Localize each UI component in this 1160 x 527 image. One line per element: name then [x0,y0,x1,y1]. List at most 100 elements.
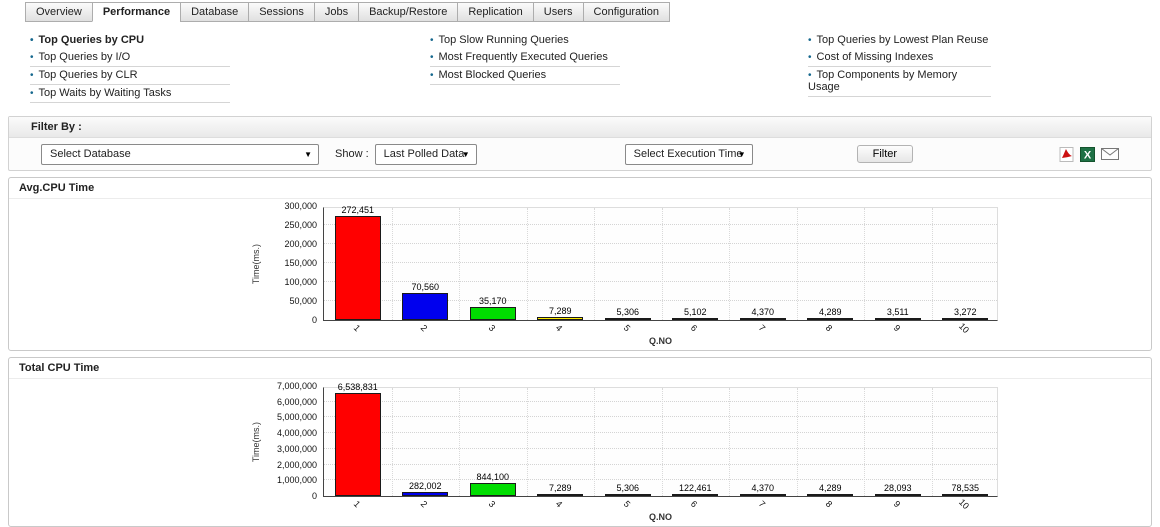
bar-value-label: 5,306 [616,307,640,317]
v-gridline [459,388,460,496]
tab-configuration[interactable]: Configuration [582,2,670,22]
bar[interactable] [672,318,719,320]
tab-users[interactable]: Users [532,2,584,22]
bar[interactable] [334,216,381,320]
bar[interactable] [739,318,786,320]
bar-value-label: 78,535 [951,483,980,493]
v-gridline [931,388,933,496]
x-axis-ticks: 1 2 3 4 5 6 7 8 9 10 [323,321,998,336]
show-select[interactable]: Last Polled Data ▼ [374,143,477,165]
v-gridline [864,208,865,320]
filter-by-label: Filter By : [9,117,1151,138]
report-links-column-1: • Top Queries by CPU • Top Queries by I/O • T… [30,32,230,103]
y-tick-label: 2,000,000 [276,459,317,470]
v-gridline [594,388,595,496]
h-gridline [324,262,997,263]
y-tick-label: 0 [311,491,317,501]
report-link-top-queries-by-lowest-plan-reuse[interactable]: • Top Queries by Lowest Plan Reuse [808,32,991,49]
execution-time-select[interactable]: Select Execution Time ▼ [624,143,753,165]
report-link-cost-of-missing-indexes[interactable]: • Cost of Missing Indexes [808,49,991,67]
bar[interactable] [402,293,449,320]
bullet-icon: • [430,52,434,63]
report-link-most-frequently-executed-queries[interactable]: • Most Frequently Executed Queries [430,49,620,67]
bar[interactable] [537,317,584,320]
y-tick-label: 4,000,000 [276,428,317,439]
bar[interactable] [942,318,989,320]
bar[interactable] [672,494,719,496]
v-gridline [864,388,865,496]
report-links-section: • Top Queries by CPU • Top Queries by I/O • T… [0,32,1160,112]
bar-value-label: 122,461 [678,483,712,493]
report-link-top-components-by-memory-usage[interactable]: • Top Components by Memory Usage [808,67,991,97]
plot-column: 272,451 70,560 35,170 7,289 5,306 5,102 4,370 4… [323,205,998,348]
bar-value-label: 70,560 [411,282,440,292]
total-cpu-time-panel: Total CPU Time Time(ms.) 0 1,000,000 2,000,… [8,357,1152,527]
database-select[interactable]: Select Database ▼ [41,143,319,165]
h-gridline [324,479,997,481]
bar[interactable] [807,318,854,320]
report-link-top-queries-by-clr[interactable]: • Top Queries by CLR [30,67,230,85]
bar[interactable] [402,492,449,496]
database-select-value: Select Database [50,147,131,160]
bar-value-label: 3,272 [953,307,977,317]
report-link-most-blocked-queries[interactable]: • Most Blocked Queries [430,67,620,85]
h-gridline [324,447,997,449]
avg-cpu-time-title: Avg.CPU Time [9,178,1151,199]
report-link-top-queries-by-cpu[interactable]: • Top Queries by CPU [30,32,230,49]
bar[interactable] [942,494,989,496]
report-link-top-queries-by-i-o[interactable]: • Top Queries by I/O [30,49,230,67]
bar[interactable] [874,318,921,320]
filter-section: Filter By : Select Database ▼ Show : Las… [8,116,1152,171]
bar[interactable] [469,483,516,496]
tab-database[interactable]: Database [180,2,250,22]
y-tick-label: 5,000,000 [276,412,317,423]
bar-value-label: 4,370 [751,483,775,493]
bar[interactable] [469,307,516,320]
v-gridline [459,208,460,320]
bar[interactable] [807,494,854,496]
bar[interactable] [739,494,786,496]
bar[interactable] [874,494,921,496]
bar[interactable] [537,494,584,496]
tab-jobs[interactable]: Jobs [313,2,360,22]
bullet-icon: • [30,88,34,99]
execution-time-select-value: Select Execution Time [633,147,743,160]
filter-button[interactable]: Filter [856,145,914,163]
excel-export-icon[interactable]: X [1080,146,1096,162]
email-icon[interactable] [1101,147,1119,162]
report-link-top-slow-running-queries[interactable]: • Top Slow Running Queries [430,32,620,49]
bar-value-label: 282,002 [408,481,442,491]
bar[interactable] [604,494,651,496]
x-axis-label: Q.NO [648,336,672,346]
chevron-down-icon: ▼ [737,149,746,159]
bar[interactable] [604,318,651,320]
tab-backup-restore[interactable]: Backup/Restore [358,2,459,22]
report-link-label: Cost of Missing Indexes [816,51,934,63]
report-link-label: Most Blocked Queries [438,69,547,81]
report-link-label: Top Queries by CPU [38,34,145,46]
y-axis-label: Time(ms.) [251,422,261,463]
y-tick-label: 0 [311,315,317,325]
y-tick-label: 3,000,000 [276,443,317,454]
bar-value-label: 4,289 [818,307,842,317]
tab-replication[interactable]: Replication [457,2,534,22]
v-gridline [526,208,528,320]
x-axis-ticks: 1 2 3 4 5 6 7 8 9 10 [323,497,998,512]
bar[interactable] [334,393,381,496]
h-gridline [324,400,997,402]
tab-performance[interactable]: Performance [91,2,182,22]
bar-value-label: 844,100 [476,472,510,482]
tab-sessions[interactable]: Sessions [248,2,315,22]
x-axis-label: Q.NO [648,512,672,522]
y-tick-label: 1,000,000 [276,475,317,486]
report-link-top-waits-by-waiting-tasks[interactable]: • Top Waits by Waiting Tasks [30,85,230,103]
h-gridline [324,432,997,434]
v-gridline [661,388,663,496]
report-link-label: Top Waits by Waiting Tasks [38,87,172,99]
bar-value-label: 4,289 [818,483,842,493]
report-link-label: Top Slow Running Queries [438,34,569,46]
tab-overview[interactable]: Overview [25,2,93,22]
y-tick-label: 250,000 [284,220,317,230]
pdf-export-icon[interactable] [1059,146,1075,162]
v-gridline [391,208,393,320]
